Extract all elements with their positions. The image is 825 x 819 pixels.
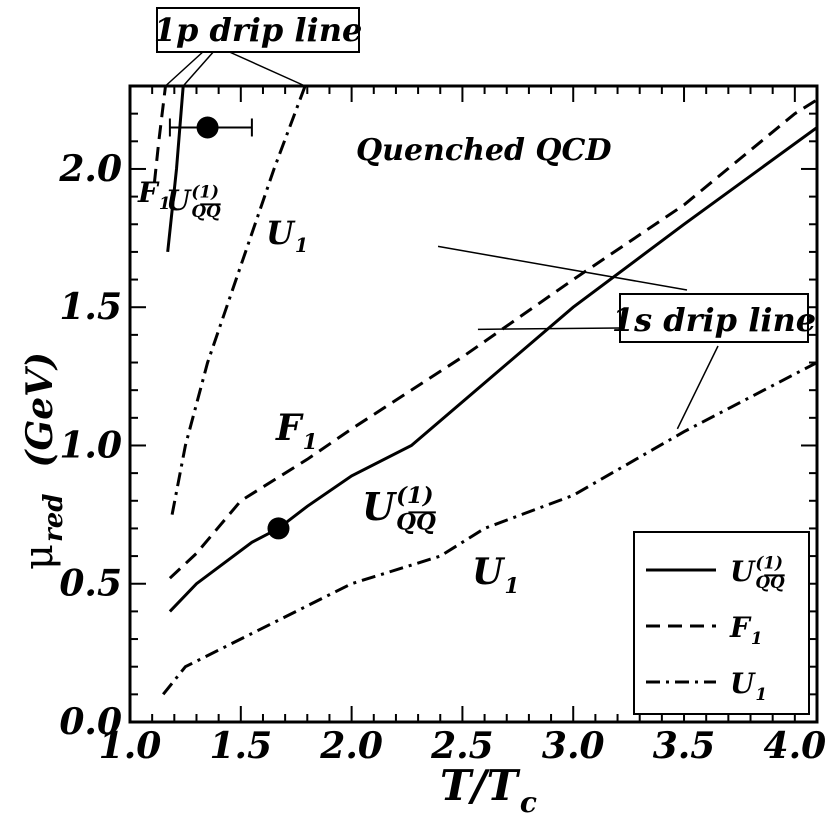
label-f1-1p-main: F	[137, 176, 160, 209]
label-f1-1p-sub: 1	[159, 193, 171, 213]
data-points	[168, 116, 290, 540]
leader-1s-u1	[676, 345, 719, 430]
series-uqq-1s-line	[168, 126, 817, 613]
leader-1s-f1	[437, 245, 688, 291]
label-f1-1s-sub: 1	[303, 430, 318, 455]
leader-1s-uqq	[477, 327, 621, 331]
box-1s-drip-line-text: 1s drip line	[612, 301, 816, 339]
series-uqq-1p-line	[166, 86, 185, 253]
box-1s-drip-line-frame	[619, 293, 809, 343]
chart-inset-title: Quenched QCD	[356, 133, 611, 168]
legend-frame	[633, 531, 810, 715]
curves	[152, 86, 817, 696]
y-axis-title-unit: (GeV)	[19, 352, 61, 468]
box-1p-drip-line-frame	[156, 7, 360, 53]
leader-lines	[164, 49, 719, 430]
x-tick-label: 1.0	[99, 725, 162, 767]
label-u1-1p-sub: 1	[295, 234, 308, 257]
series-f1-1s-line	[168, 98, 817, 580]
label-u1-1s-sub: 1	[504, 574, 519, 599]
legend-label-u1-sub: 1	[755, 684, 767, 704]
legend-label-u1-main: U	[730, 667, 756, 700]
x-tick-label: 1.5	[209, 725, 272, 767]
y-axis-title-sub: red	[39, 494, 69, 542]
plot-frame	[128, 84, 819, 724]
y-axis-title-mu: μ	[16, 544, 62, 570]
legend-label-f1-main: F	[729, 611, 752, 644]
label-uqq-1s: U (1)QQ	[362, 483, 436, 536]
x-tick-label: 3.0	[542, 725, 605, 767]
label-uqq-1s-sup: (1)	[396, 483, 433, 509]
leader-1p-f1	[164, 49, 206, 87]
box-1s-drip-line: 1s drip line	[612, 293, 816, 343]
data-point	[196, 116, 219, 139]
box-1p-drip-line: 1p drip line	[154, 7, 363, 53]
legend-label-f1-sub: 1	[751, 628, 763, 648]
box-1p-drip-line-text: 1p drip line	[154, 11, 363, 49]
y-tick-label: 0.5	[59, 563, 122, 605]
x-tick-label: 3.5	[653, 725, 716, 767]
y-tick-label: 1.5	[59, 286, 122, 328]
leader-1p-u1	[224, 49, 306, 87]
label-uqq-1p: U (1)QQ	[166, 181, 221, 221]
data-point	[267, 517, 290, 540]
tick-labels: 1.0 1.5 2.0 2.5 3.0 3.5 4.0 0.0 0.5 1.0 1.5 2.0	[58, 148, 825, 767]
label-u1-1s-main: U	[472, 551, 506, 593]
label-uqq-1s-sub: QQ	[396, 510, 436, 536]
x-axis-title: T/T	[440, 761, 521, 810]
x-tick-label: 2.0	[319, 725, 383, 767]
legend-label-uqq-main: U	[730, 555, 756, 588]
leader-1p-uqq	[182, 49, 216, 87]
x-tick-label: 4.0	[764, 725, 825, 767]
y-tick-label: 2.0	[58, 148, 122, 190]
label-uqq-1p-sup: (1)	[191, 181, 219, 201]
label-uqq-1p-sub: QQ	[191, 201, 221, 221]
series-f1-1p-line	[152, 86, 167, 183]
x-axis-title-sub: c	[520, 786, 537, 819]
label-uqq-1s-main: U	[362, 484, 398, 529]
legend-entry-uqq: U (1)QQ	[646, 552, 785, 592]
label-f1-1s-main: F	[275, 407, 304, 449]
y-tick-label: 1.0	[59, 424, 122, 466]
label-uqq-1p-main: U	[166, 184, 192, 217]
x-tick-label: 2.5	[430, 725, 494, 767]
legend-label-uqq-sup: (1)	[755, 552, 783, 572]
legend: U (1)QQF 1U 1	[633, 531, 810, 715]
label-u1-1p-main: U	[266, 214, 296, 252]
legend-label-uqq-sub: QQ	[755, 572, 785, 592]
legend-label-uqq: U (1)QQ	[730, 552, 785, 592]
series-u1-1p-line	[170, 86, 307, 515]
y-tick-label: 0.0	[59, 701, 122, 743]
